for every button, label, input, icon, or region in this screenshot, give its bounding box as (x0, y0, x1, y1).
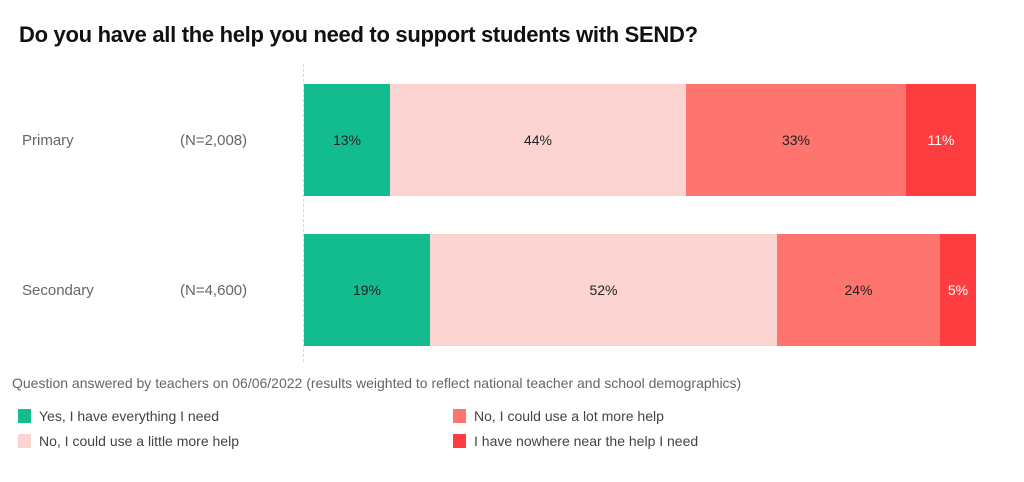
chart-note: Question answered by teachers on 06/06/2… (12, 375, 742, 391)
bar-segment: 5% (940, 234, 976, 346)
row-label-primary: Primary (22, 132, 74, 149)
bar-segment: 52% (430, 234, 777, 346)
legend-label: No, I could use a little more help (39, 433, 239, 449)
n-label-secondary: (N=4,600) (180, 282, 248, 299)
legend-swatch-icon (453, 409, 466, 423)
legend-item-nowhere: I have nowhere near the help I need (453, 433, 698, 449)
legend-label: No, I could use a lot more help (474, 408, 664, 424)
bar-segment: 13% (304, 84, 390, 196)
bar-segment: 11% (906, 84, 976, 196)
legend-item-lot: No, I could use a lot more help (453, 408, 664, 424)
bar-segment: 19% (304, 234, 430, 346)
bar-segment: 44% (390, 84, 686, 196)
legend-swatch-icon (453, 434, 466, 448)
legend-swatch-icon (18, 409, 31, 423)
axis-line (303, 64, 304, 362)
bar-segment: 24% (777, 234, 940, 346)
n-label-primary: (N=2,008) (180, 132, 248, 149)
legend-label: Yes, I have everything I need (39, 408, 220, 424)
legend-label: I have nowhere near the help I need (474, 433, 699, 449)
bar-segment: 33% (686, 84, 906, 196)
bar-secondary: 19% 52% 24% 5% (304, 234, 976, 346)
row-label-secondary: Secondary (22, 282, 94, 299)
chart-title: Do you have all the help you need to sup… (19, 22, 698, 47)
legend-item-little: No, I could use a little more help (18, 433, 239, 449)
legend-item-yes: Yes, I have everything I need (18, 408, 219, 424)
bar-primary: 13% 44% 33% 11% (304, 84, 976, 196)
legend-swatch-icon (18, 434, 31, 448)
